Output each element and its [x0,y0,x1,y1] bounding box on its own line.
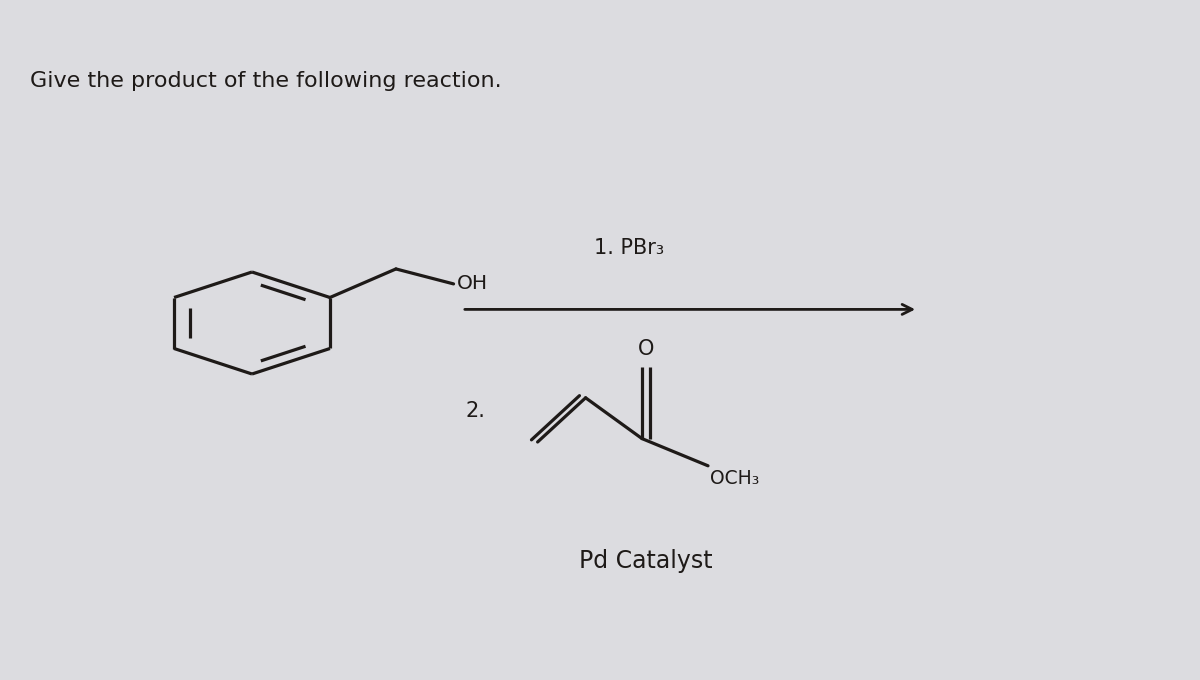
Text: OH: OH [457,275,488,293]
Text: OCH₃: OCH₃ [710,469,760,488]
Text: 1. PBr₃: 1. PBr₃ [594,239,664,258]
Text: Give the product of the following reaction.: Give the product of the following reacti… [30,71,502,91]
Text: O: O [638,339,654,359]
Text: Pd Catalyst: Pd Catalyst [578,549,713,573]
Text: 2.: 2. [466,401,486,422]
